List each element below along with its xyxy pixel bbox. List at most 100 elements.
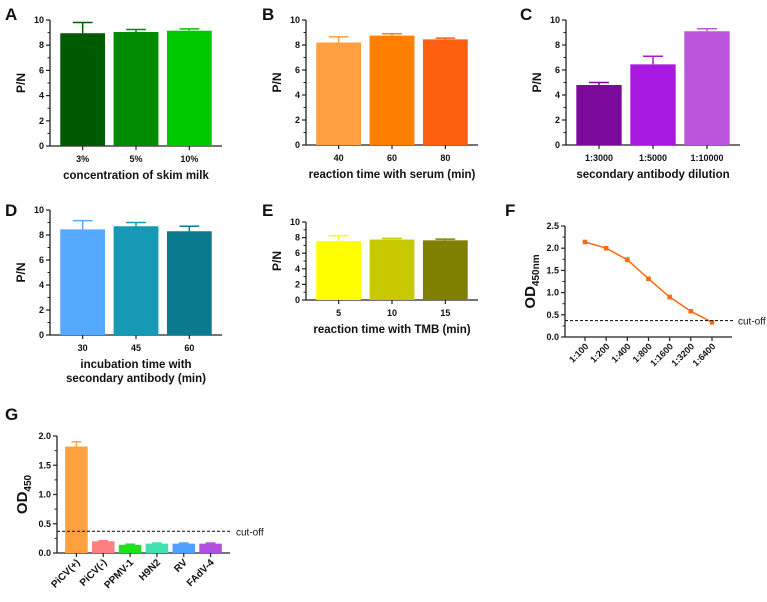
y-tick-label: 2.0 <box>546 243 559 253</box>
y-axis-label-subscript: 450nm <box>531 254 542 286</box>
y-tick-label: 6 <box>39 255 44 265</box>
x-axis-label: concentration of skim milk <box>63 170 209 182</box>
bar-110000 <box>684 31 730 145</box>
x-tick-label: 5% <box>129 154 142 164</box>
y-tick-label: 2 <box>39 116 44 126</box>
y-tick-label: 1.5 <box>546 265 559 275</box>
panel-letter: E <box>262 201 273 220</box>
y-tick-label: 0.0 <box>546 332 559 342</box>
y-tick-label: 0 <box>555 140 560 150</box>
data-point <box>582 239 588 245</box>
x-tick-label: 15 <box>440 308 450 318</box>
y-tick-label: 2 <box>39 305 44 315</box>
x-tick-label: 1:5000 <box>639 153 667 163</box>
x-tick-label: 60 <box>387 153 397 163</box>
y-tick-label: 8 <box>295 233 300 243</box>
x-tick-label: 1:3000 <box>585 153 613 163</box>
y-axis-label: P/N <box>14 73 28 93</box>
x-tick-label: 5 <box>336 308 341 318</box>
y-axis-label-main: OD <box>522 286 539 309</box>
x-tick-label: 30 <box>78 343 88 353</box>
bar-ppmv1 <box>118 544 142 553</box>
bar-13000 <box>576 85 622 145</box>
x-tick-label: 3% <box>76 154 89 164</box>
x-tick-label: 80 <box>440 153 450 163</box>
y-tick-label: 6 <box>555 65 560 75</box>
bar-rv <box>172 543 196 553</box>
bar-5 <box>113 31 159 146</box>
x-axis-label: secondary antibody dilution <box>576 169 729 181</box>
x-axis-label: reaction time with serum (min) <box>309 169 476 181</box>
y-tick-label: 2 <box>295 115 300 125</box>
y-axis-label-main: P/N <box>270 72 284 92</box>
x-tick-label: 1:6400 <box>691 341 718 368</box>
panel-letter: G <box>5 405 18 424</box>
x-tick-label: 1:400 <box>609 341 632 364</box>
bar-5 <box>316 241 362 300</box>
x-tick-label: PiCV(+) <box>49 557 82 590</box>
y-tick-label: 4 <box>39 280 44 290</box>
y-tick-label: 2.5 <box>546 221 559 231</box>
y-tick-label: 0 <box>295 140 300 150</box>
bar-picv <box>65 446 88 553</box>
y-axis-label-main: P/N <box>270 251 284 271</box>
panel-g: G0.00.51.01.52.0OD450PiCV(+)PiCV(-)PPMV-… <box>5 405 264 591</box>
y-tick-label: 6 <box>295 248 300 258</box>
y-tick-label: 10 <box>550 15 560 25</box>
y-tick-label: 2 <box>295 279 300 289</box>
y-axis-label: OD450 <box>14 474 34 514</box>
bar-60 <box>166 231 212 335</box>
x-tick-label: H9N2 <box>137 557 163 583</box>
x-axis-label: secondary antibody (min) <box>66 373 206 385</box>
y-tick-label: 0 <box>39 141 44 151</box>
x-tick-label: 1:100 <box>567 341 590 364</box>
x-tick-label: 40 <box>334 153 344 163</box>
bar-80 <box>422 39 468 145</box>
x-axis-label: incubation time with <box>80 359 191 371</box>
data-point <box>667 294 672 300</box>
y-tick-label: 6 <box>39 65 44 75</box>
y-tick-label: 0.5 <box>546 310 559 320</box>
y-axis-label-main: P/N <box>530 72 544 92</box>
y-tick-label: 0 <box>39 330 44 340</box>
data-point <box>646 276 651 282</box>
x-tick-label: 1:10000 <box>690 153 723 163</box>
y-tick-label: 8 <box>39 230 44 240</box>
data-point <box>688 308 694 314</box>
y-tick-label: 1.0 <box>546 288 559 298</box>
panel-d: D 0 2 4 6 8 10 P/N 30 45 60 incubation time with sec… <box>5 201 222 385</box>
panel-c: C 0 2 4 6 8 10 P/N 1:3000 1:5000 1:10000 secondary … <box>520 5 740 181</box>
x-tick-label: 60 <box>184 343 194 353</box>
bar-15000 <box>630 64 676 145</box>
y-tick-label: 10 <box>290 15 300 25</box>
panel-b: B 0 2 4 6 8 10 P/N 40 60 80 reaction time with seru… <box>262 5 478 181</box>
data-point <box>625 257 630 263</box>
bar-40 <box>316 42 362 145</box>
y-tick-label: 10 <box>34 205 44 215</box>
y-tick-label: 1.5 <box>38 460 51 470</box>
y-tick-label: 2 <box>555 115 560 125</box>
x-tick-label: RV <box>172 557 190 575</box>
x-tick-label: 10% <box>180 154 198 164</box>
y-axis-label-main: OD <box>14 491 31 514</box>
panel-letter: D <box>5 201 17 220</box>
y-tick-label: 0.5 <box>38 519 51 529</box>
y-tick-label: 0 <box>295 295 300 305</box>
y-axis-label: P/N <box>530 72 544 92</box>
panel-e: E 0 2 4 6 8 10 P/N 5 10 15 reaction time with TMB (… <box>262 201 478 336</box>
y-axis-label-main: P/N <box>14 73 28 93</box>
y-axis-label: P/N <box>270 251 284 271</box>
y-tick-label: 0.0 <box>38 548 51 558</box>
x-tick-label: 1:200 <box>588 341 611 364</box>
bar-10 <box>166 30 212 146</box>
bar-60 <box>369 35 415 145</box>
bar-15 <box>422 240 468 300</box>
panel-letter: B <box>262 5 274 24</box>
y-tick-label: 10 <box>34 15 44 25</box>
bar-30 <box>60 229 106 335</box>
y-axis-label-subscript: 450 <box>23 474 34 491</box>
panel-a: A 0 2 4 6 8 10 P/N 3% 5% 10% concentration of skim … <box>5 5 222 182</box>
x-axis-label: reaction time with TMB (min) <box>313 324 470 336</box>
bar-10 <box>369 239 415 300</box>
bar-picv <box>91 541 115 553</box>
